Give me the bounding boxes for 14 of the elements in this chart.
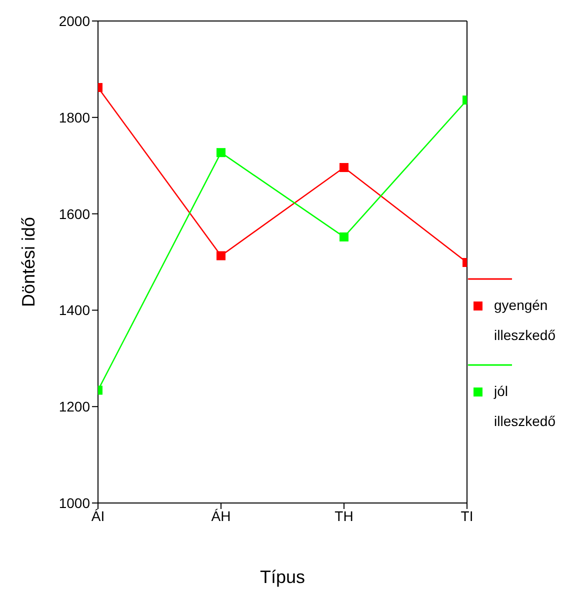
legend-label: jól illeszkedő bbox=[494, 382, 556, 431]
y-axis-title: Döntési idő bbox=[18, 216, 38, 308]
y-tick-label: 1800 bbox=[58, 109, 90, 126]
y-tick-label: 1400 bbox=[58, 302, 90, 318]
y-tick-label: 1000 bbox=[58, 494, 90, 511]
legend-label: gyengén illeszkedő bbox=[494, 296, 556, 345]
y-tick-label: 2000 bbox=[58, 12, 90, 29]
x-tick-label: ÁI bbox=[91, 508, 105, 524]
y-tick-label: 1600 bbox=[58, 206, 90, 222]
x-tick-label: TH bbox=[334, 508, 354, 524]
x-tick-label: ÁH bbox=[211, 508, 231, 524]
x-axis-title: Típus bbox=[260, 567, 306, 587]
y-tick-label: 1200 bbox=[58, 398, 90, 415]
x-tick-label: TI bbox=[460, 508, 474, 524]
